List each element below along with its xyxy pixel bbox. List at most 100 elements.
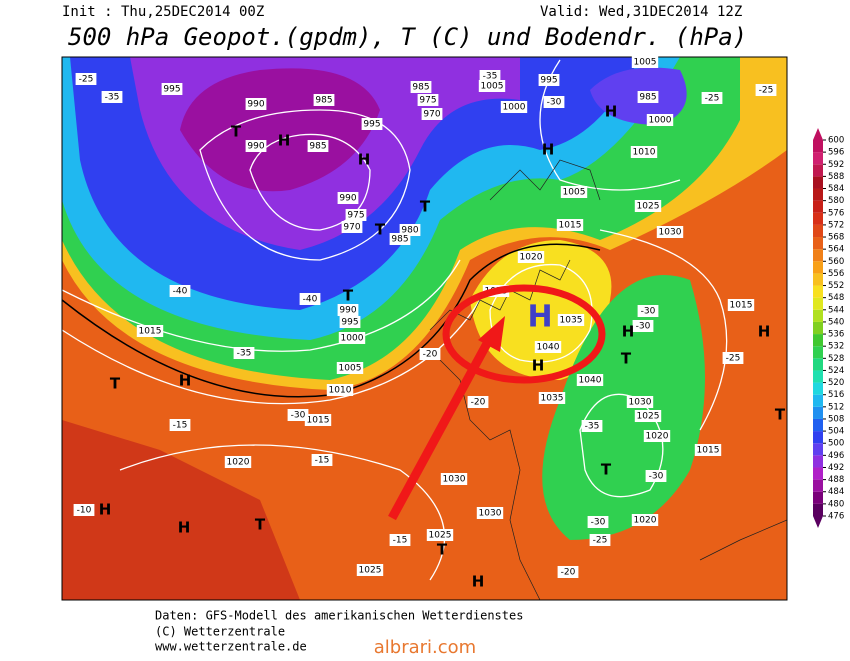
temperature-label: -25 xyxy=(593,536,608,546)
colorbar-segment xyxy=(813,152,823,165)
pressure-center: T xyxy=(255,516,266,534)
temperature-label: -15 xyxy=(173,421,188,431)
isobar-label: 1025 xyxy=(429,531,452,541)
watermark: albrari.com xyxy=(374,637,476,657)
isobar-label: 1015 xyxy=(307,416,330,426)
isobar-label: 975 xyxy=(347,211,364,221)
pressure-center: H xyxy=(542,141,555,159)
pressure-center: T xyxy=(375,221,386,239)
label-box xyxy=(476,507,504,519)
temperature-label: -30 xyxy=(636,322,651,332)
label-box xyxy=(722,352,744,364)
label-box xyxy=(478,80,506,92)
footer-source: Daten: GFS-Modell des amerikanischen Wet… xyxy=(155,609,523,623)
pressure-center: T xyxy=(110,375,121,393)
label-box xyxy=(311,454,333,466)
colorbar-tick-label: 564 xyxy=(828,245,844,255)
label-box xyxy=(701,92,723,104)
label-box xyxy=(313,94,335,106)
colorbar-segment xyxy=(813,188,823,201)
pressure-center: H xyxy=(532,357,545,375)
label-box xyxy=(626,396,654,408)
label-box xyxy=(101,91,123,103)
temperature-label: -20 xyxy=(561,568,576,578)
isobar-label: 1030 xyxy=(479,509,502,519)
colorbar-tick-label: 516 xyxy=(828,390,844,400)
pressure-center: T xyxy=(420,198,431,216)
colorbar-segment xyxy=(813,443,823,456)
colorbar-segment xyxy=(813,237,823,250)
colorbar-tick-label: 576 xyxy=(828,208,844,218)
label-box xyxy=(336,362,364,374)
colorbar-segment xyxy=(813,358,823,371)
colorbar-segment xyxy=(813,140,823,153)
isobar-label: 1020 xyxy=(520,253,543,263)
isobar-label: 1040 xyxy=(579,376,602,386)
isobar-label: 985 xyxy=(639,93,656,103)
label-box xyxy=(356,564,384,576)
isobar-label: 975 xyxy=(419,96,436,106)
temperature-label: -35 xyxy=(585,422,600,432)
colorbar-tick-label: 488 xyxy=(828,475,844,485)
label-box xyxy=(694,444,722,456)
label-box xyxy=(645,470,667,482)
pressure-center: H xyxy=(605,103,618,121)
temperature-label: -30 xyxy=(547,98,562,108)
colorbar-tick-label: 596 xyxy=(828,148,844,158)
colorbar-segment xyxy=(813,249,823,262)
label-box xyxy=(389,534,411,546)
label-box xyxy=(307,140,329,152)
label-box xyxy=(557,566,579,578)
pressure-center: H xyxy=(472,573,485,591)
label-box xyxy=(245,140,267,152)
colorbar-tick-label: 512 xyxy=(828,402,844,412)
footer-copyright: (C) Wetterzentrale xyxy=(155,625,285,639)
label-box xyxy=(341,221,363,233)
label-box xyxy=(634,410,662,422)
label-box xyxy=(589,534,611,546)
colorbar-tick-label: 508 xyxy=(828,414,844,424)
isobar-label: 1030 xyxy=(443,475,466,485)
colorbar-segment xyxy=(813,334,823,347)
colorbar-segment xyxy=(813,491,823,504)
pressure-center: T xyxy=(343,287,354,305)
label-box xyxy=(345,209,367,221)
temperature-label: -15 xyxy=(315,456,330,466)
pressure-center: T xyxy=(437,541,448,559)
colorbar-tick-label: 556 xyxy=(828,269,844,279)
isobar-label: 1020 xyxy=(646,432,669,442)
label-box xyxy=(287,409,309,421)
temperature-label: -25 xyxy=(726,354,741,364)
isobar-label: 1030 xyxy=(629,398,652,408)
isobar-label: 1025 xyxy=(637,202,660,212)
colorbar-segment xyxy=(813,224,823,238)
label-box xyxy=(417,94,439,106)
isobar-label: 1030 xyxy=(659,228,682,238)
init-time: Init : Thu,25DEC2014 00Z xyxy=(62,4,264,20)
colorbar-tick-label: 536 xyxy=(828,330,844,340)
label-box xyxy=(538,74,560,86)
isobar-label: 1025 xyxy=(637,412,660,422)
colorbar-segment xyxy=(813,200,823,213)
label-box xyxy=(419,348,441,360)
colorbar-tick-label: 500 xyxy=(828,439,844,449)
map-title: 500 hPa Geopot.(gpdm), T (C) und Bodendr… xyxy=(68,23,747,51)
label-box xyxy=(538,392,566,404)
colorbar-segment xyxy=(813,418,823,432)
label-box xyxy=(326,384,354,396)
label-box xyxy=(299,293,321,305)
valid-time: Valid: Wed,31DEC2014 12Z xyxy=(540,4,742,20)
label-box xyxy=(440,473,468,485)
colorbar-segment xyxy=(813,382,823,395)
colorbar-tick-label: 572 xyxy=(828,220,844,230)
temperature-label: -25 xyxy=(759,86,774,96)
label-box xyxy=(631,56,659,68)
label-box xyxy=(467,396,489,408)
pressure-center: H xyxy=(278,132,291,150)
label-box xyxy=(500,101,528,113)
isobar-label: 1015 xyxy=(559,221,582,231)
temperature-label: -40 xyxy=(303,295,318,305)
temperature-label: -10 xyxy=(77,506,92,516)
label-box xyxy=(587,516,609,528)
isobar-label: 995 xyxy=(341,318,358,328)
